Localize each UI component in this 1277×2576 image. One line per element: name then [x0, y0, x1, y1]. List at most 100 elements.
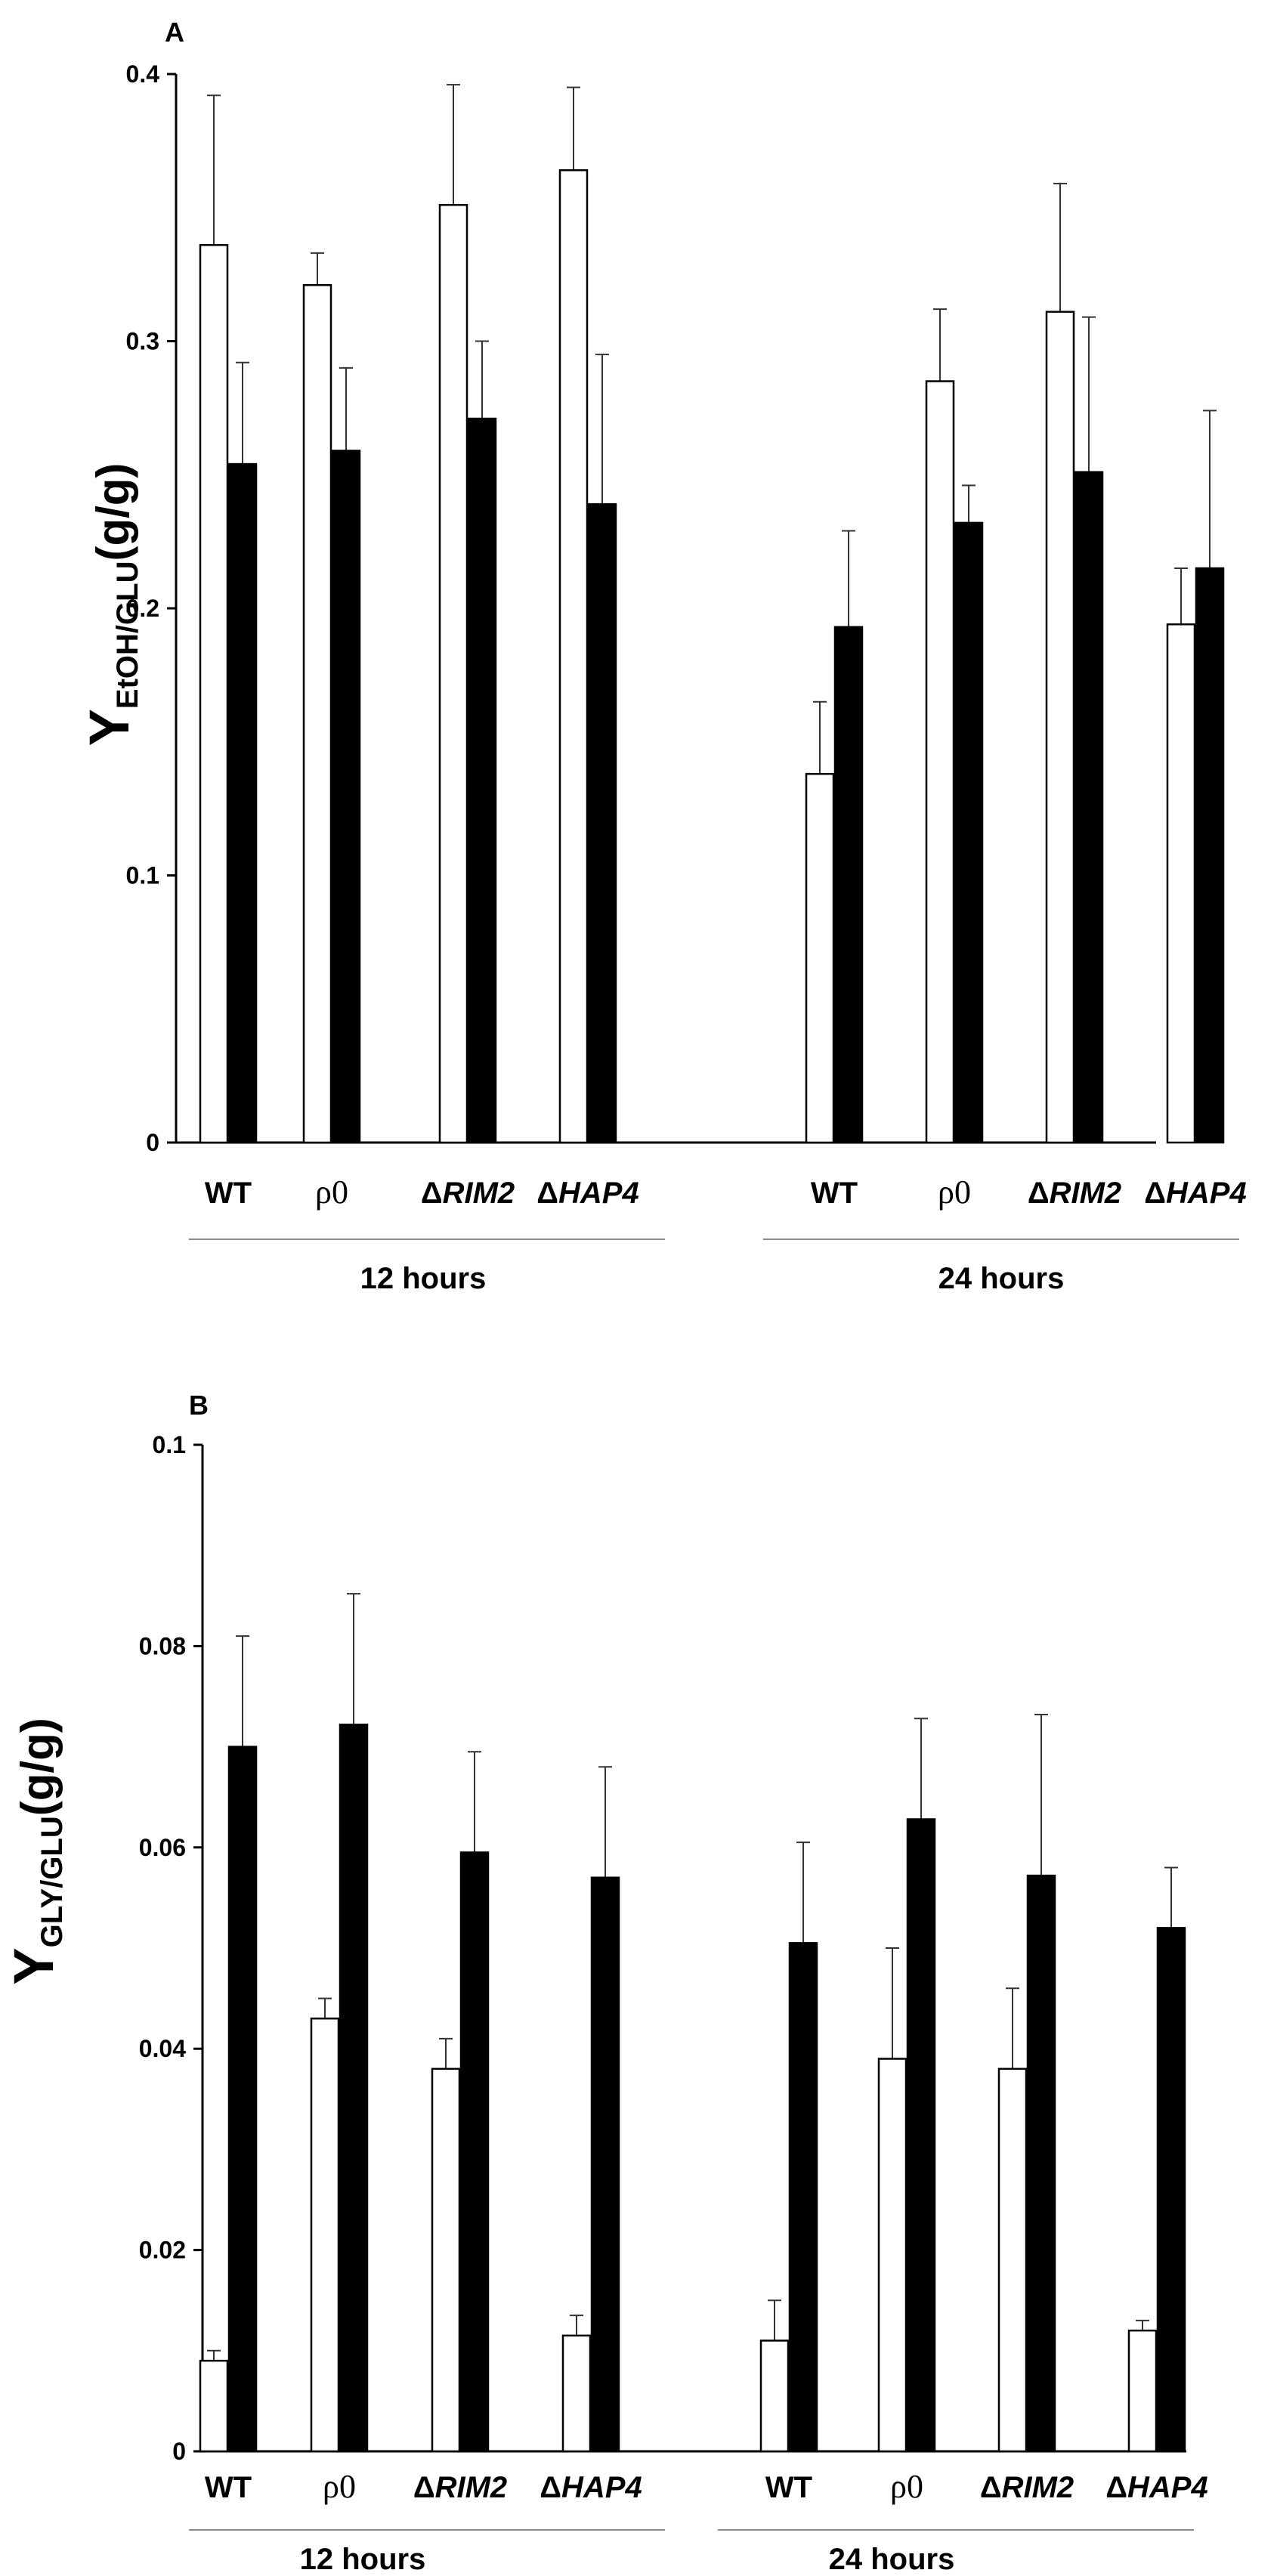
panel-b-y-tick-label: 0.1	[153, 1431, 186, 1458]
panel-b-bar-black	[1026, 1874, 1056, 2453]
panel-a-category-label: ρ0	[938, 1174, 971, 1211]
delta-symbol: Δ	[1144, 1177, 1166, 1210]
panel-b-bar-white	[1127, 2329, 1158, 2453]
panel-a-bar-white	[558, 169, 589, 1144]
panel-a-group-label: 12 hours	[360, 1262, 487, 1295]
panel-b-y-tick-label: 0	[172, 2438, 186, 2465]
panel-a-bar-black	[331, 450, 361, 1144]
strain-name: RIM2	[1002, 2471, 1074, 2504]
strain-name: WT	[205, 1177, 252, 1210]
panel-a-bar-white	[1166, 623, 1196, 1144]
strain-name: HAP4	[1127, 2471, 1208, 2504]
strain-name: RIM2	[443, 1177, 515, 1210]
panel-b-category-label: ΔHAP4	[540, 2471, 642, 2504]
panel-b-category-label: WT	[765, 2471, 812, 2504]
panel-b-bar-white	[759, 2339, 790, 2453]
strain-name: ρ0	[315, 1174, 348, 1211]
panel-a-y-tick-label: 0.3	[126, 328, 159, 355]
y-title-main: Y	[2, 1947, 65, 1984]
delta-symbol: Δ	[1105, 2471, 1127, 2504]
strain-name: RIM2	[435, 2471, 508, 2504]
strain-name: WT	[811, 1177, 858, 1210]
panel-b-bar-black	[227, 1746, 258, 2453]
delta-symbol: Δ	[540, 2471, 561, 2504]
panel-a-letter: A	[165, 17, 184, 48]
strain-name: WT	[205, 2471, 252, 2504]
panel-b-bar-black	[339, 1724, 369, 2453]
panel-a-bar-white	[199, 243, 229, 1144]
panel-a-category-label: ρ0	[315, 1174, 348, 1211]
panel-a-bar-black	[1195, 567, 1225, 1144]
y-title-subscript: GLY/GLU	[36, 1816, 69, 1947]
panel-a-y-tick-label: 0	[146, 1129, 159, 1156]
panel-b-chart: 00.020.040.060.080.1WT ρ0 ΔRIM2 ΔHAP4 WT ρ0 ΔR…	[2, 1431, 1208, 2576]
strain-name: HAP4	[1166, 1177, 1247, 1210]
panel-b-category-label: ρ0	[323, 2468, 356, 2505]
panel-a-bar-white	[438, 203, 468, 1144]
y-title-unit: (g/g)	[88, 463, 138, 561]
strain-name: ρ0	[890, 2468, 923, 2505]
panel-b-category-label: ρ0	[890, 2468, 923, 2505]
panel-a-chart: 00.10.20.30.4WT ρ0 ΔRIM2 ΔHAP4 WT ρ0 ΔRIM2 ΔHAP…	[78, 60, 1247, 1295]
panel-a-y-tick-label: 0.1	[126, 862, 159, 889]
panel-b-bar-white	[561, 2334, 592, 2453]
panel-a-bar-black	[227, 462, 258, 1144]
panel-b-bar-black	[1156, 1927, 1186, 2453]
panel-a-category-label: ΔHAP4	[1144, 1177, 1246, 1210]
delta-symbol: Δ	[413, 2471, 435, 2504]
delta-symbol: Δ	[980, 2471, 1002, 2504]
panel-a-bar-black	[833, 626, 864, 1144]
strain-name: HAP4	[558, 1177, 639, 1210]
panel-b-bar-black	[788, 1942, 818, 2453]
panel-b-y-tick-label: 0.06	[139, 1834, 186, 1861]
panel-a-category-label: WT	[205, 1177, 252, 1210]
panel-a-bar-white	[302, 284, 332, 1144]
panel-b-y-tick-label: 0.02	[139, 2237, 186, 2264]
delta-symbol: Δ	[536, 1177, 558, 1210]
strain-name: ρ0	[938, 1174, 971, 1211]
strain-name: ρ0	[323, 2468, 356, 2505]
panel-b-group-label: 24 hours	[829, 2543, 955, 2576]
panel-a-category-label: ΔRIM2	[421, 1177, 515, 1210]
panel-b-category-label: ΔHAP4	[1105, 2471, 1207, 2504]
strain-name: RIM2	[1050, 1177, 1122, 1210]
delta-symbol: Δ	[1028, 1177, 1050, 1210]
delta-symbol: Δ	[421, 1177, 443, 1210]
strain-name: HAP4	[561, 2471, 642, 2504]
panel-b-category-label: WT	[205, 2471, 252, 2504]
panel-a-category-label: ΔHAP4	[536, 1177, 638, 1210]
y-title-main: Y	[78, 709, 141, 746]
panel-b-bar-black	[459, 1851, 490, 2453]
panel-b-bar-white	[997, 2067, 1028, 2453]
panel-a-group-label: 24 hours	[938, 1262, 1065, 1295]
panel-a-category-label: ΔRIM2	[1028, 1177, 1121, 1210]
panel-a-bar-white	[1045, 311, 1075, 1144]
panel-a-y-tick-label: 0.2	[126, 595, 159, 622]
panel-b-bar-white	[199, 2359, 229, 2453]
panel-b-y-axis-title: YGLY/GLU(g/g)	[2, 1718, 69, 1984]
panel-b-y-tick-label: 0.04	[139, 2035, 186, 2062]
panel-b-group-label: 12 hours	[300, 2543, 426, 2576]
panel-a-y-tick-label: 0.4	[126, 60, 160, 88]
panel-a-bar-black	[954, 521, 984, 1144]
y-title-unit: (g/g)	[12, 1718, 63, 1816]
panel-a-bar-black	[467, 417, 497, 1144]
panel-b-bar-white	[310, 2017, 340, 2453]
y-title-subscript: EtOH/GLU	[111, 561, 144, 710]
panel-a-bar-black	[587, 503, 617, 1144]
panel-a-category-label: WT	[811, 1177, 858, 1210]
panel-b-bar-white	[431, 2067, 461, 2453]
panel-a-y-axis-title: YEtOH/GLU(g/g)	[78, 463, 144, 747]
panel-b-y-tick-label: 0.08	[139, 1632, 186, 1659]
panel-a-bar-black	[1074, 471, 1104, 1144]
panel-b-bar-black	[590, 1876, 620, 2453]
panel-b-bar-white	[877, 2058, 908, 2453]
panel-b-category-label: ΔRIM2	[980, 2471, 1074, 2504]
panel-b-category-label: ΔRIM2	[413, 2471, 507, 2504]
panel-b-letter: B	[189, 1390, 209, 1421]
strain-name: WT	[765, 2471, 812, 2504]
panel-a-bar-white	[925, 380, 955, 1144]
panel-b-bar-black	[906, 1818, 936, 2453]
panel-a-bar-white	[805, 772, 835, 1144]
